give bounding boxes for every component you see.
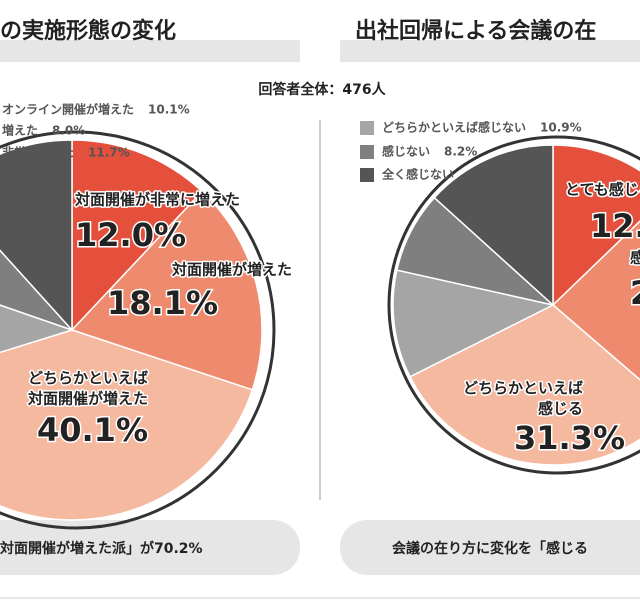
pie-ring (387, 135, 640, 475)
pie-ring (0, 130, 276, 530)
pie-slice (0, 139, 73, 332)
slice-label: どちらかといえば対面開催が増えた (27, 369, 148, 407)
caption: 会議の在り方に変化を「感じる (392, 540, 588, 557)
pie-slice (433, 144, 554, 307)
pie-slice (71, 139, 204, 332)
pie-slice (551, 220, 640, 381)
slice-value: 40.1% (37, 411, 148, 449)
legend-label: オンライン開催が増えた (2, 102, 134, 117)
legend-label: 増えた (2, 123, 38, 138)
slice-label: 対面開催が増えた (171, 261, 292, 279)
chart-title: 出社回帰による会議の在 (355, 18, 596, 44)
caption-pill (340, 520, 640, 575)
pie-slice (408, 304, 640, 466)
legend-swatch (360, 121, 374, 135)
slice-value: 18.1% (107, 284, 218, 322)
slice-value: 12.8% (590, 207, 640, 245)
chart-title: の実施形態の変化 (0, 18, 176, 44)
pie-slice (0, 304, 75, 354)
slice-label: 感じる (630, 249, 640, 267)
pie-slice (70, 190, 263, 391)
legend-value: 13.3% (468, 168, 510, 182)
respondents-note: 回答者全体：476人 (258, 81, 386, 98)
slice-value: 23.5% (630, 274, 640, 312)
slice-label: とても感じる (565, 181, 640, 199)
slice-value: 12.0% (75, 216, 186, 254)
pie-slice (552, 144, 640, 307)
caption-pill (0, 520, 300, 575)
legend-value: 8.0% (52, 124, 85, 138)
legend-swatch (360, 145, 374, 159)
legend-value: 8.2% (444, 145, 477, 159)
legend-label: 非常に増えた (2, 145, 74, 160)
pie-slice (0, 329, 254, 521)
title-bar (340, 40, 640, 62)
legend-value: 10.9% (540, 121, 582, 135)
legend-value: 11.7% (88, 146, 130, 160)
slice-value: 31.3% (514, 419, 625, 457)
legend-label: 全く感じない (381, 167, 454, 182)
legend-swatch (360, 168, 374, 182)
legend-label: 感じない (382, 144, 430, 159)
title-bar (0, 40, 300, 62)
caption: 対面開催が増えた派」が70.2% (0, 540, 203, 557)
slice-label: どちらかといえば感じる (463, 379, 583, 417)
legend-value: 10.1% (148, 103, 190, 117)
legend-label: どちらかといえば感じない (382, 120, 526, 135)
slice-label: 対面開催が非常に増えた (74, 191, 240, 209)
